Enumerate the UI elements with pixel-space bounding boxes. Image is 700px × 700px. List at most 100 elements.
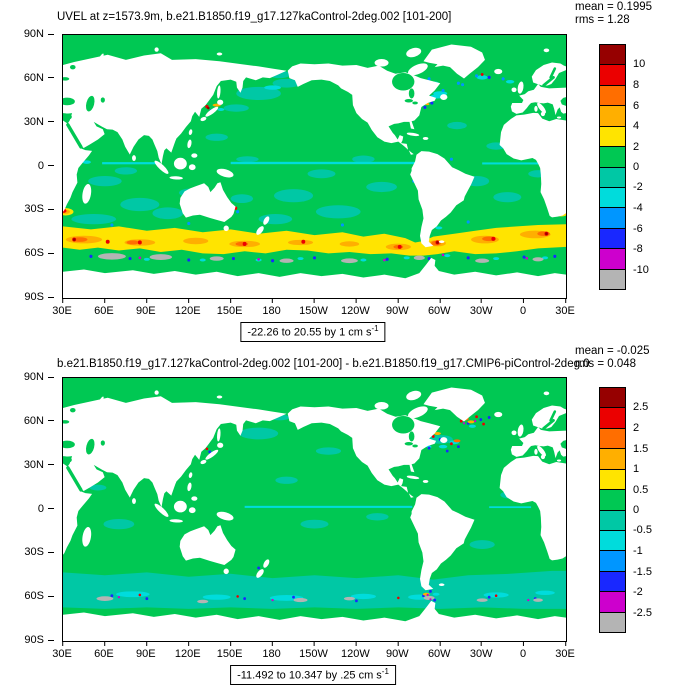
colorbar-tick-label: -2.5 — [633, 606, 652, 619]
lat-tick-label: 60N — [23, 414, 55, 427]
colorbar-labels: 10 8 6 4 2 0 -2 -4 -6 -8 -10 — [633, 44, 683, 290]
colorbar-box — [599, 570, 626, 593]
map-frame — [62, 377, 567, 642]
lon-tick-label: 60W — [427, 298, 451, 317]
lat-tick-label: 60N — [23, 71, 55, 84]
lon-tick-label: 30E — [52, 641, 72, 660]
lon-tick-label: 30E — [52, 298, 72, 317]
lon-tick-label: 30W — [469, 641, 493, 660]
colorbar-box — [599, 186, 626, 209]
latitude-axis: 90N 60N 30N 0 30S 60S 90S — [0, 28, 56, 303]
colorbar-tick-label: 8 — [633, 79, 640, 91]
colorbar-tick-label: -2 — [633, 585, 643, 598]
colorbar-tick-label: 1 — [633, 462, 640, 475]
world-map-uvel — [63, 35, 566, 298]
top-panel: UVEL at z=1573.9m, b.e21.B1850.f19_g17.1… — [0, 1, 683, 342]
longitude-axis: 30E 60E 90E 120E 150E 180 150W 120W 90W 60W 30W 0 30… — [52, 298, 575, 317]
lon-tick-label: 30E — [555, 641, 575, 660]
lon-tick-label: 150W — [299, 641, 328, 660]
latitude-axis: 90N 60N 30N 0 30S 60S 90S — [0, 371, 56, 646]
lon-tick-label: 120W — [341, 298, 370, 317]
colorbar-box — [599, 407, 626, 429]
lon-tick-label: 60E — [94, 298, 114, 317]
lat-tick-label: 0 — [37, 159, 55, 172]
colorbar-tick-label: 6 — [633, 99, 640, 112]
range-caption: -11.492 to 10.347 by .25 cm s-1 — [230, 665, 396, 685]
lon-tick-label: 0 — [520, 298, 527, 317]
colorbar-tick-label: -4 — [633, 202, 643, 214]
lat-tick-label: 90S — [24, 291, 54, 303]
lat-tick-label: 90N — [23, 371, 55, 383]
colorbar-box — [599, 611, 626, 634]
colorbar-box — [599, 448, 626, 470]
colorbar-box — [599, 227, 626, 250]
range-text: -22.26 to 20.55 by 1 cm s — [247, 326, 372, 339]
rms-value: rms = 1.28 — [575, 14, 630, 26]
lon-tick-label: 120W — [341, 641, 370, 660]
colorbar-tick-label: -2 — [633, 181, 643, 194]
lat-tick-label: 60S — [24, 247, 54, 260]
plot-title: UVEL at z=1573.9m, b.e21.B1850.f19_g17.1… — [57, 11, 452, 23]
range-text: -11.492 to 10.347 by .25 cm s — [237, 669, 382, 682]
colorbar-box — [599, 146, 626, 168]
longitude-axis: 30E 60E 90E 120E 150E 180 150W 120W 90W 60W 30W 0 30… — [52, 641, 575, 660]
colorbar-box — [599, 529, 626, 552]
colorbar-labels: 2.5 2 1.5 1 0.5 0 -0.5 -1 -1.5 -2 -2.5 — [633, 387, 683, 633]
lat-tick-label: 30S — [24, 203, 54, 216]
colorbar-box — [599, 84, 626, 107]
colorbar-tick-label: -1 — [633, 545, 643, 557]
colorbar-box — [599, 509, 626, 531]
lon-tick-label: 30W — [469, 298, 493, 317]
colorbar-box — [599, 207, 626, 229]
lat-tick-label: 30N — [23, 115, 55, 128]
colorbar-box — [599, 489, 626, 511]
map-frame — [62, 34, 567, 299]
rms-value: rms = 0.048 — [575, 358, 637, 370]
lon-tick-label: 60W — [427, 641, 451, 660]
lon-tick-label: 0 — [520, 641, 527, 660]
colorbar-tick-label: 4 — [633, 119, 640, 132]
mean-value: mean = 0.1995 — [575, 1, 653, 13]
lon-tick-label: 30E — [555, 298, 575, 317]
lon-tick-label: 90E — [136, 298, 156, 317]
plot-title: b.e21.B1850.f19_g17.127kaControl-2deg.00… — [57, 358, 590, 370]
colorbar-tick-label: 0 — [633, 504, 640, 516]
lon-tick-label: 90W — [386, 298, 409, 317]
colorbar-tick-label: -8 — [633, 242, 643, 255]
world-map-uvel-difference — [63, 378, 566, 641]
lon-tick-label: 150E — [216, 298, 243, 317]
colorbar — [599, 387, 626, 634]
colorbar-box — [599, 44, 626, 66]
lon-tick-label: 90E — [136, 641, 156, 660]
colorbar-box — [599, 166, 626, 188]
colorbar-tick-label: 0 — [633, 161, 640, 173]
range-unit-exponent: -1 — [371, 324, 379, 333]
colorbar-box — [599, 125, 626, 148]
colorbar-tick-label: -1.5 — [633, 565, 652, 578]
lat-tick-label: 0 — [37, 502, 55, 515]
lat-tick-label: 90S — [24, 634, 54, 646]
lat-tick-label: 60S — [24, 590, 54, 603]
bottom-panel: mean = -0.025 b.e21.B1850.f19_g17.127kaC… — [0, 343, 700, 700]
lon-tick-label: 180 — [262, 298, 281, 317]
colorbar-tick-label: 10 — [633, 58, 646, 71]
colorbar — [599, 44, 626, 291]
colorbar-tick-label: -10 — [633, 263, 649, 276]
range-caption: -22.26 to 20.55 by 1 cm s-1 — [240, 322, 386, 342]
lon-tick-label: 120E — [174, 298, 201, 317]
lon-tick-label: 90W — [386, 641, 409, 660]
range-unit-exponent: -1 — [381, 667, 389, 676]
lon-tick-label: 120E — [174, 641, 201, 660]
colorbar-tick-label: -0.5 — [633, 524, 652, 537]
colorbar-tick-label: 2 — [633, 140, 640, 153]
lon-tick-label: 150W — [299, 298, 328, 317]
colorbar-box — [599, 468, 626, 491]
colorbar-tick-label: 1.5 — [633, 442, 649, 455]
lat-tick-label: 90N — [23, 28, 55, 40]
ocean-detail-layer — [63, 70, 566, 264]
colorbar-box — [599, 427, 626, 450]
colorbar-box — [599, 248, 626, 270]
colorbar-box — [599, 550, 626, 572]
colorbar-box — [599, 268, 626, 291]
lat-tick-label: 30N — [23, 458, 55, 471]
